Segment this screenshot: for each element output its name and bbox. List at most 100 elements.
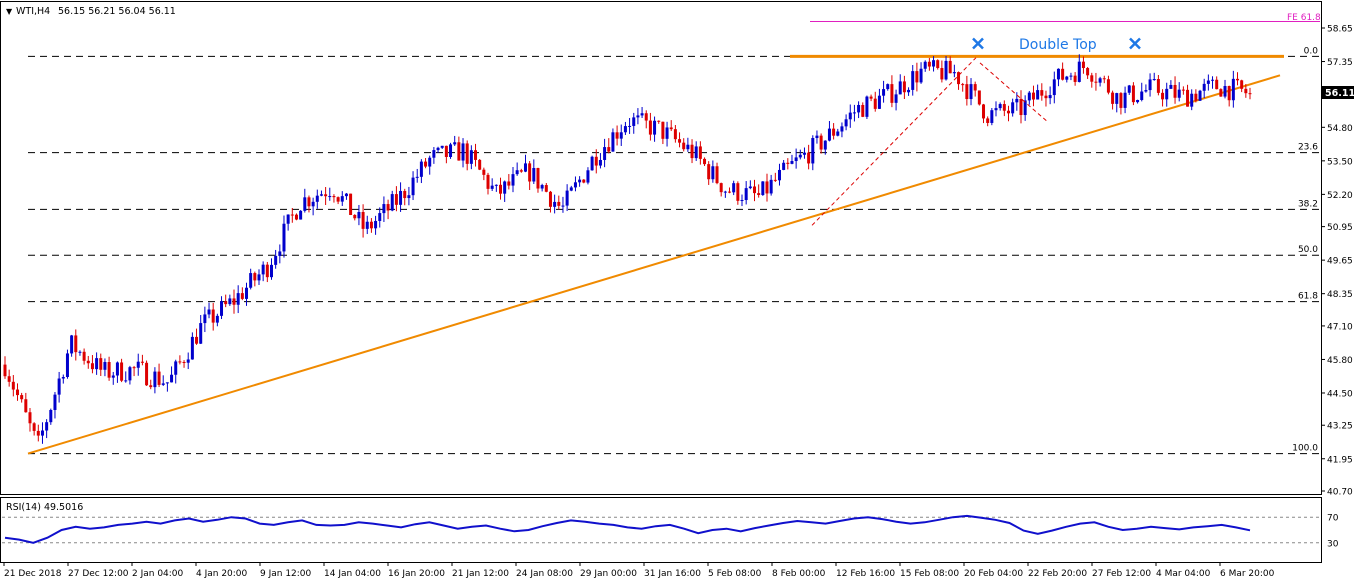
candle-up xyxy=(494,184,498,186)
candle-up xyxy=(553,201,557,207)
candle-down xyxy=(82,351,86,361)
candle-up xyxy=(998,104,1002,109)
ohlc-values: 56.15 56.21 56.04 56.11 xyxy=(58,6,176,17)
double-top-marker-icon xyxy=(972,37,984,50)
candle-down xyxy=(861,104,865,117)
candle-down xyxy=(1094,81,1098,83)
candle-down xyxy=(1227,86,1231,101)
candle-down xyxy=(1215,79,1219,90)
candle-up xyxy=(269,264,273,278)
price-tick-label: 43.25 xyxy=(1327,422,1353,432)
candle-up xyxy=(511,174,515,186)
candle-up xyxy=(969,84,973,100)
candle-down xyxy=(482,169,486,175)
candle-down xyxy=(648,120,652,135)
candle-down xyxy=(307,197,311,207)
candle-down xyxy=(986,118,990,123)
candle-up xyxy=(1069,75,1073,77)
candle-down xyxy=(1186,89,1190,107)
candle-up xyxy=(453,142,457,145)
candle-up xyxy=(440,145,444,148)
candle-up xyxy=(886,84,890,90)
candle-down xyxy=(536,168,540,189)
candle-up xyxy=(174,361,178,375)
candle-up xyxy=(199,323,203,344)
candle-up xyxy=(461,143,465,161)
candle-down xyxy=(1081,61,1085,69)
candle-down xyxy=(890,84,894,103)
candle-down xyxy=(120,362,124,381)
candle-up xyxy=(65,353,69,377)
candle-down xyxy=(682,142,686,150)
candle-down xyxy=(265,264,269,278)
candle-up xyxy=(1223,86,1227,97)
candle-down xyxy=(607,147,611,152)
candle-down xyxy=(557,201,561,206)
fib-level-label: 23.6 xyxy=(1298,143,1318,153)
candle-down xyxy=(957,72,961,85)
candle-up xyxy=(611,132,615,152)
candle-down xyxy=(24,399,28,413)
candle-down xyxy=(403,190,407,199)
candle-down xyxy=(332,196,336,198)
candle-up xyxy=(299,210,303,220)
candle-up xyxy=(598,159,602,166)
candle-up xyxy=(732,183,736,193)
candle-down xyxy=(28,412,32,424)
candle-down xyxy=(444,145,448,157)
symbol-menu-icon[interactable]: ▼ xyxy=(6,7,13,16)
time-tick-label: 29 Jan 00:00 xyxy=(580,569,637,579)
time-tick-label: 9 Jan 12:00 xyxy=(260,569,312,579)
candle-up xyxy=(744,188,748,201)
time-axis: 21 Dec 2018 27 Dec 12:00 2 Jan 04:00 4 Jan … xyxy=(3,562,1275,579)
candle-up xyxy=(1036,90,1040,100)
candle-down xyxy=(519,170,523,172)
candle-down xyxy=(349,193,353,215)
candle-up xyxy=(115,362,119,376)
time-tick-label: 27 Dec 12:00 xyxy=(68,569,129,579)
candle-down xyxy=(1111,92,1115,104)
candle-up xyxy=(1144,90,1148,92)
candle-up xyxy=(128,367,132,381)
candle-down xyxy=(1090,75,1094,82)
rsi-tick-label: 70 xyxy=(1327,514,1339,524)
time-tick-label: 31 Jan 16:00 xyxy=(644,569,701,579)
rsi-panel-frame xyxy=(0,497,1322,563)
candle-up xyxy=(515,170,519,175)
candle-up xyxy=(1048,95,1052,99)
candle-down xyxy=(1244,88,1248,94)
candle-down xyxy=(253,273,257,281)
rsi-header: RSI(14) 49.5016 xyxy=(6,502,83,513)
candle-down xyxy=(736,183,740,201)
candle-down xyxy=(240,293,244,299)
candle-down xyxy=(507,181,511,186)
price-tick-label: 50.95 xyxy=(1327,223,1353,233)
price-tick-label: 53.50 xyxy=(1327,157,1353,167)
candle-up xyxy=(78,351,82,353)
candle-up xyxy=(278,251,282,256)
candle-up xyxy=(990,110,994,123)
candle-down xyxy=(703,158,707,165)
candle-up xyxy=(415,176,419,178)
candle-down xyxy=(90,363,94,370)
support-trendline xyxy=(27,74,1281,455)
candle-down xyxy=(869,96,873,99)
candle-up xyxy=(523,163,527,172)
candle-down xyxy=(936,60,940,69)
candle-down xyxy=(107,362,111,378)
candles xyxy=(3,54,1252,444)
candle-up xyxy=(840,126,844,132)
fib-level-label: 61.8 xyxy=(1298,292,1318,302)
candle-up xyxy=(236,293,240,305)
candle-down xyxy=(819,135,823,150)
candle-up xyxy=(436,147,440,151)
candle-down xyxy=(1219,89,1223,97)
price-tick-label: 49.65 xyxy=(1327,257,1353,267)
candle-up xyxy=(186,359,190,363)
candle-up xyxy=(569,187,573,191)
time-tick-label: 4 Jan 20:00 xyxy=(196,569,248,579)
candle-up xyxy=(794,157,798,162)
candle-up xyxy=(1177,89,1181,98)
